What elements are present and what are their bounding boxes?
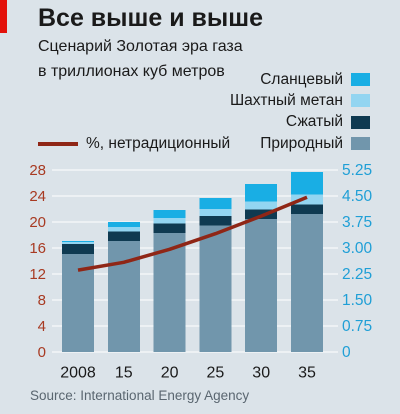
bar-segment-coalbed-methane-30 — [245, 201, 278, 210]
legend-swatch — [351, 137, 370, 151]
chart-units: в триллионах куб метров — [38, 63, 225, 80]
right-axis-tick-label: 2.25 — [342, 266, 372, 283]
bar-segment-tight-25 — [199, 216, 232, 226]
chart-title: Все выше и выше — [38, 4, 263, 32]
right-axis-tick-label: 3.75 — [342, 214, 372, 231]
legend-line-swatch — [38, 141, 78, 146]
legend-item-tight: Сжатый — [286, 112, 370, 133]
legend-label: Сжатый — [285, 113, 343, 131]
legend-item-coalbed-methane: Шахтный метан — [230, 90, 370, 111]
bar-segment-shale-35 — [291, 172, 323, 195]
legend-label: Природный — [260, 134, 343, 152]
bar-segment-natural-2008 — [62, 253, 94, 352]
left-axis-tick-label: 16 — [29, 240, 46, 257]
left-axis-tick-label: 20 — [29, 214, 46, 231]
bar-segment-coalbed-methane-25 — [199, 209, 232, 217]
gridlines — [52, 169, 338, 353]
stacked-bars — [62, 172, 323, 352]
right-axis-tick-label: 3.00 — [342, 240, 373, 257]
bar-segment-natural-35 — [291, 214, 323, 352]
bar-segment-tight-35 — [291, 204, 323, 215]
bar-segment-coalbed-methane-15 — [107, 227, 140, 232]
right-axis-tick-label: 5.25 — [342, 162, 372, 179]
legend-item-natural: Природный — [260, 133, 370, 154]
share-line-layer — [77, 195, 308, 272]
bar-segment-coalbed-methane-35 — [291, 194, 323, 205]
left-axis-tick-label: 24 — [29, 188, 46, 205]
right-axis-tick-label: 1.50 — [342, 292, 373, 309]
bar-segment-shale-30 — [245, 183, 278, 202]
chart-subtitle: Сценарий Золотая эра газа — [38, 38, 243, 55]
legend-label: Сланцевый — [260, 70, 343, 88]
left-axis: 0 4 8 12 16 20 24 28 — [29, 162, 46, 361]
bar-segment-tight-30 — [245, 209, 278, 219]
x-axis-label-20: 20 — [161, 365, 179, 382]
bar-segment-tight-20 — [153, 223, 186, 234]
right-axis: 0 0.75 1.50 2.25 3.00 3.75 4.50 5.25 — [342, 162, 373, 361]
left-axis-tick-label: 8 — [38, 292, 46, 309]
legend-item-unconventional-share: %, нетрадиционный — [38, 134, 230, 154]
legend-label: Шахтный метан — [229, 91, 343, 109]
bar-segment-shale-20 — [153, 209, 186, 218]
bar-segment-natural-25 — [199, 225, 232, 352]
x-axis: 2008 15 20 25 30 35 — [60, 365, 316, 382]
bar-segment-tight-2008 — [62, 244, 94, 254]
legend-swatch — [351, 115, 370, 129]
right-axis-tick-label: 4.50 — [342, 188, 373, 205]
bar-segment-coalbed-methane-20 — [153, 217, 186, 224]
left-axis-tick-label: 28 — [29, 162, 46, 179]
legend-label: %, нетрадиционный — [86, 134, 231, 152]
legend-swatch — [351, 94, 370, 108]
left-axis-tick-label: 4 — [38, 318, 46, 335]
x-axis-label-30: 30 — [252, 365, 270, 382]
legend: Сланцевый Шахтный метан Сжатый Природный — [230, 69, 370, 154]
bar-segment-shale-25 — [199, 198, 232, 210]
unconventional-share-line — [77, 195, 308, 272]
source-note: Source: International Energy Agency — [30, 388, 250, 403]
bar-segment-shale-2008 — [62, 241, 94, 243]
right-axis-tick-label: 0 — [342, 344, 351, 361]
bar-segment-natural-30 — [245, 218, 278, 352]
left-axis-tick-label: 12 — [29, 266, 46, 283]
bar-segment-coalbed-methane-2008 — [62, 242, 94, 245]
left-axis-tick-label: 0 — [38, 344, 46, 361]
bar-segment-shale-15 — [107, 222, 140, 228]
x-axis-label-35: 35 — [298, 365, 316, 382]
right-axis-tick-label: 0.75 — [342, 318, 372, 335]
bar-segment-tight-15 — [107, 231, 140, 242]
x-axis-label-25: 25 — [207, 365, 225, 382]
x-axis-label-2008: 2008 — [60, 365, 96, 382]
x-axis-label-15: 15 — [115, 365, 133, 382]
legend-item-shale: Сланцевый — [260, 69, 370, 90]
legend-swatch — [351, 73, 370, 87]
brand-tag — [0, 0, 7, 33]
